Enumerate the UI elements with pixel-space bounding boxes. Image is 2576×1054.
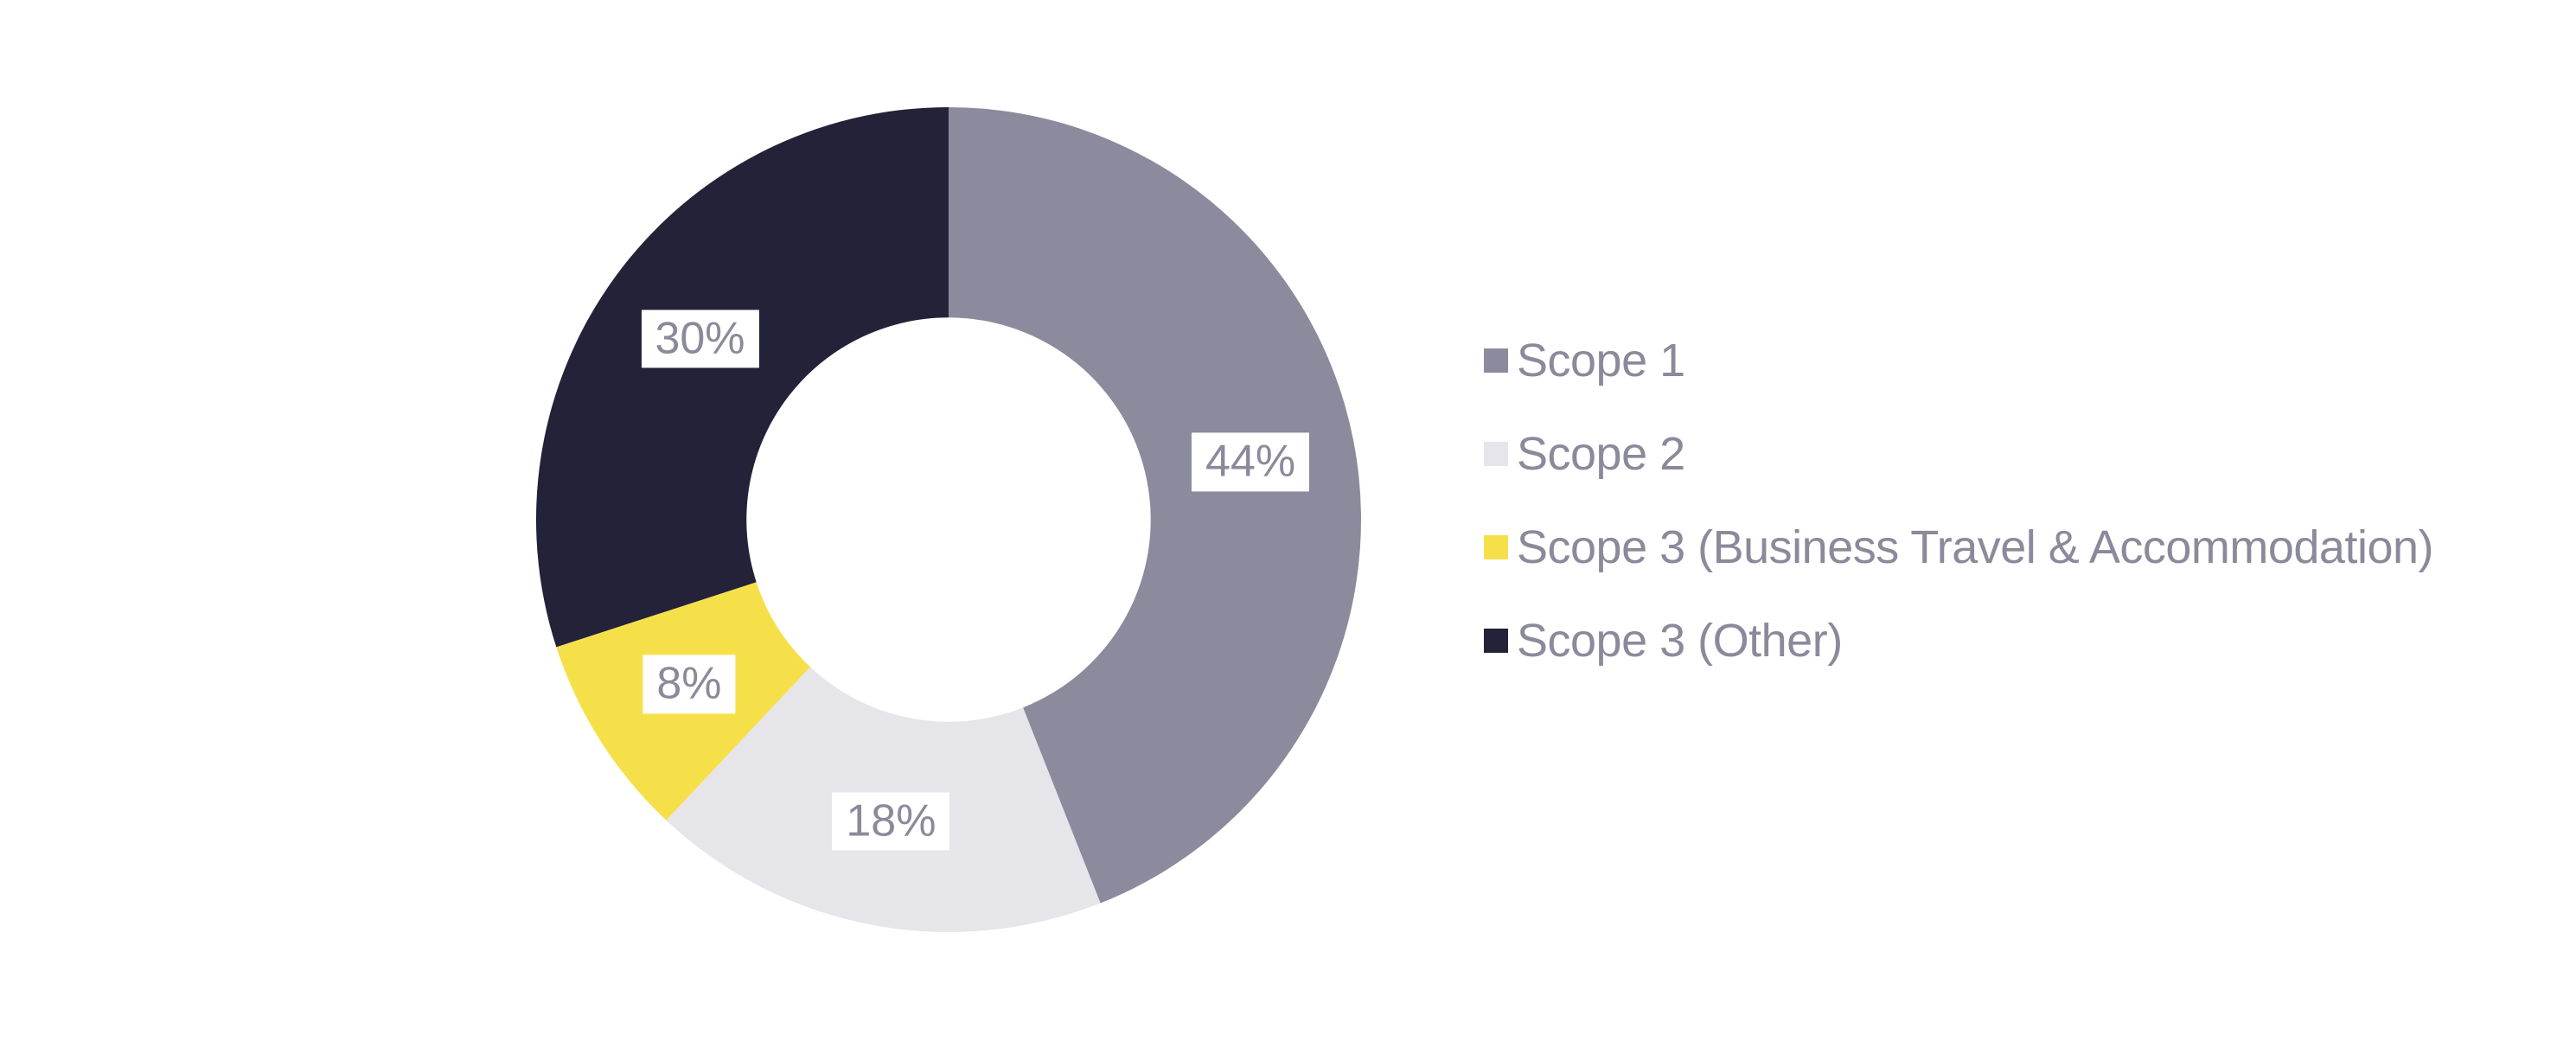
legend-marker-scope-2-icon <box>1484 442 1508 466</box>
legend-label: Scope 3 (Other) <box>1517 615 1843 667</box>
legend-marker-scope-1-icon <box>1484 348 1508 373</box>
legend-item-scope-3-business-travel[interactable]: Scope 3 (Business Travel & Accommodation… <box>1484 517 2434 578</box>
legend-item-scope-3-other[interactable]: Scope 3 (Other) <box>1484 610 2433 671</box>
legend-item-scope-2[interactable]: Scope 2 <box>1484 424 2433 484</box>
donut-slice-4 <box>536 107 949 648</box>
legend-label: Scope 1 <box>1517 335 1685 386</box>
legend-marker-scope-3-business-travel-icon <box>1484 535 1508 559</box>
donut-slice-1 <box>949 107 1362 904</box>
legend-marker-scope-3-other-icon <box>1484 629 1508 653</box>
legend-label: Scope 2 <box>1517 428 1685 480</box>
chart-legend: Scope 1 Scope 2 Scope 3 (Business Travel… <box>1484 330 2434 704</box>
legend-label: Scope 3 (Business Travel & Accommodation… <box>1517 521 2434 573</box>
legend-item-scope-1[interactable]: Scope 1 <box>1484 330 2433 391</box>
